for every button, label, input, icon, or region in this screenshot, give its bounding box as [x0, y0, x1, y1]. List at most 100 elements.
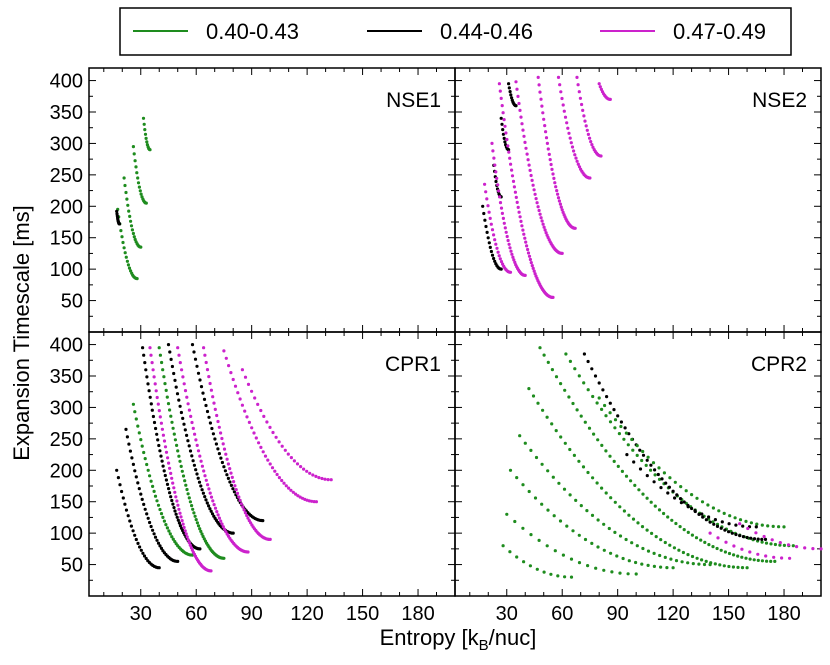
data-point [488, 245, 492, 249]
data-point [554, 375, 559, 379]
data-point [161, 433, 165, 437]
data-point [312, 500, 316, 504]
data-point [246, 516, 250, 520]
data-point [752, 558, 756, 562]
data-point [205, 368, 210, 372]
data-point [183, 428, 187, 432]
data-point [207, 415, 211, 419]
data-point [546, 469, 550, 473]
data-point [690, 506, 694, 511]
data-point [541, 222, 545, 226]
data-point [609, 551, 613, 555]
data-point [766, 524, 770, 528]
data-point [178, 404, 182, 408]
data-point [690, 533, 695, 537]
data-point [660, 477, 664, 481]
data-point [600, 443, 604, 447]
data-point [727, 530, 731, 534]
data-point [145, 140, 149, 144]
points-group [481, 75, 612, 299]
data-point [498, 195, 502, 199]
data-point [575, 159, 579, 163]
data-point [174, 512, 178, 516]
data-point [541, 408, 545, 412]
data-point [618, 505, 622, 509]
data-point [579, 414, 583, 418]
data-point [173, 509, 177, 513]
data-point [641, 492, 645, 496]
data-point [194, 468, 198, 472]
data-point [154, 389, 158, 393]
data-point [552, 514, 556, 518]
data-point [208, 421, 212, 425]
data-point [191, 459, 195, 463]
data-point [215, 510, 219, 514]
y-tick-label: 250 [50, 165, 83, 187]
data-point [508, 246, 512, 250]
data-point [152, 420, 157, 425]
data-point [552, 176, 556, 180]
data-point [240, 403, 244, 407]
data-point [495, 176, 499, 180]
points-group [115, 343, 333, 573]
data-point [189, 546, 193, 550]
data-point [119, 229, 123, 233]
data-point [702, 562, 707, 567]
data-point [151, 368, 155, 372]
data-point [681, 550, 686, 555]
data-point [597, 396, 601, 400]
data-point [162, 439, 167, 443]
data-point [540, 104, 544, 108]
data-point [186, 402, 190, 406]
data-point [485, 230, 489, 234]
data-point [220, 460, 224, 465]
data-point [120, 489, 124, 494]
data-point [166, 456, 170, 460]
data-point [777, 525, 781, 529]
data-point [152, 489, 156, 493]
data-point [620, 469, 625, 473]
data-point [619, 420, 624, 424]
data-point [173, 490, 177, 494]
x-axis-label-tail: /nuc] [489, 625, 537, 650]
data-point [168, 466, 172, 470]
data-point [527, 163, 531, 167]
data-point [549, 162, 553, 167]
data-point [719, 526, 723, 530]
legend-label-2: 0.47-0.49 [673, 19, 766, 44]
data-point [268, 462, 272, 466]
data-point [179, 515, 183, 519]
data-point [125, 197, 129, 201]
data-point [715, 524, 720, 529]
data-point [323, 477, 327, 481]
data-point [228, 480, 232, 484]
data-point [507, 82, 511, 86]
data-point [246, 550, 250, 554]
data-point [222, 556, 226, 560]
data-point [629, 479, 633, 483]
data-point [641, 546, 645, 551]
data-point [559, 90, 563, 94]
data-point [723, 528, 727, 532]
data-point [160, 459, 164, 463]
data-point [613, 418, 618, 422]
data-point [715, 546, 719, 551]
data-point [490, 253, 495, 257]
data-point [542, 225, 546, 229]
data-point [557, 481, 561, 485]
data-point [595, 401, 599, 405]
data-point [170, 498, 174, 503]
data-point [566, 126, 570, 130]
data-point [819, 547, 823, 551]
y-tick-label: 400 [50, 71, 83, 93]
data-point [533, 272, 537, 276]
data-point [195, 472, 199, 476]
data-point [711, 520, 715, 524]
data-point [567, 131, 571, 135]
data-point [130, 228, 134, 232]
data-point [494, 170, 498, 174]
data-point [123, 183, 127, 188]
data-point [602, 522, 606, 526]
data-point [280, 444, 284, 448]
data-point [525, 152, 529, 156]
